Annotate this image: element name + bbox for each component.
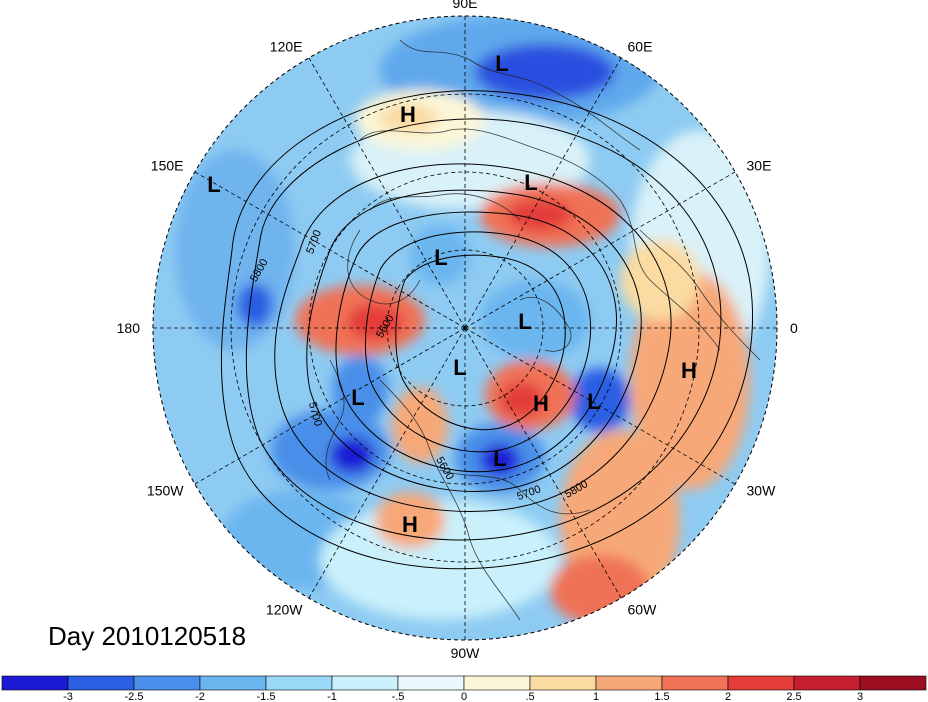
colorbar-swatch bbox=[133, 675, 201, 691]
colorbar-swatch bbox=[397, 675, 465, 691]
colorbar-swatch bbox=[661, 675, 729, 691]
colorbar-swatch bbox=[595, 675, 663, 691]
pressure-center-labels: L H L L L L L H L H L L H bbox=[207, 51, 697, 537]
colorbar-swatch bbox=[727, 675, 795, 691]
colorbar-tick-label: .5 bbox=[525, 691, 534, 702]
longitude-label: 90E bbox=[453, 0, 478, 11]
low-pressure-label: L bbox=[524, 170, 537, 195]
map-boundary bbox=[152, 15, 778, 641]
colorbar-tick-label: 0 bbox=[461, 691, 467, 702]
colorbar-swatch bbox=[793, 675, 861, 691]
colorbar-tick-label: -2 bbox=[195, 691, 205, 702]
low-pressure-label: L bbox=[453, 355, 466, 380]
colorbar-tick-label: -.5 bbox=[392, 691, 405, 702]
colorbar-swatch bbox=[1, 675, 69, 691]
low-pressure-label: L bbox=[495, 51, 508, 76]
longitude-label: 0 bbox=[790, 320, 798, 336]
longitude-label: 60W bbox=[628, 602, 658, 618]
longitude-label: 120W bbox=[266, 602, 303, 618]
longitude-label: 30E bbox=[747, 158, 772, 174]
colorbar-swatch bbox=[463, 675, 531, 691]
day-label: Day 2010120518 bbox=[48, 621, 246, 651]
colorbar-tick-label: -1 bbox=[327, 691, 337, 702]
high-pressure-label: H bbox=[402, 512, 418, 537]
low-pressure-label: L bbox=[207, 172, 220, 197]
low-pressure-label: L bbox=[587, 389, 600, 414]
colorbar-swatch bbox=[199, 675, 267, 691]
longitude-label: 60E bbox=[628, 39, 653, 55]
colorbar-swatch bbox=[859, 675, 927, 691]
low-pressure-label: L bbox=[434, 245, 447, 270]
colorbar-tick-label: -3 bbox=[63, 691, 73, 702]
longitude-label: 30W bbox=[747, 483, 777, 499]
colorbar-tick-label: -2.5 bbox=[125, 691, 144, 702]
longitude-label: 120E bbox=[270, 39, 303, 55]
colorbar-swatch bbox=[265, 675, 333, 691]
low-pressure-label: L bbox=[351, 385, 364, 410]
colorbar-tick-label: 2.5 bbox=[786, 691, 801, 702]
longitude-labels: 90E 60E 30E 0 30W 60W 90W 120W 150W 180 150E 120E bbox=[117, 0, 798, 661]
colorbar-tick-label: 3 bbox=[857, 691, 863, 702]
longitude-label: 90W bbox=[451, 645, 481, 661]
colorbar-tick-label: 1 bbox=[593, 691, 599, 702]
colorbar-swatch bbox=[331, 675, 399, 691]
height-contours bbox=[220, 90, 754, 570]
high-pressure-label: H bbox=[533, 391, 549, 416]
high-pressure-label: H bbox=[681, 358, 697, 383]
colorbar-swatch bbox=[529, 675, 597, 691]
colorbar-tick-label: 1.5 bbox=[654, 691, 669, 702]
low-pressure-label: L bbox=[518, 309, 531, 334]
colorbar-swatch bbox=[67, 675, 135, 691]
longitude-label: 150E bbox=[151, 158, 184, 174]
longitude-label: 180 bbox=[117, 320, 141, 336]
graticule bbox=[153, 16, 777, 640]
longitude-label: 150W bbox=[147, 483, 184, 499]
low-pressure-label: L bbox=[493, 446, 506, 471]
colorbar-tick-label: -1.5 bbox=[257, 691, 276, 702]
colorbar-tick-label: 2 bbox=[725, 691, 731, 702]
high-pressure-label: H bbox=[400, 102, 416, 127]
colorbar: -3 -2.5 -2 -1.5 -1 -.5 0 .5 1 1.5 2 2.5 3 bbox=[1, 675, 927, 702]
